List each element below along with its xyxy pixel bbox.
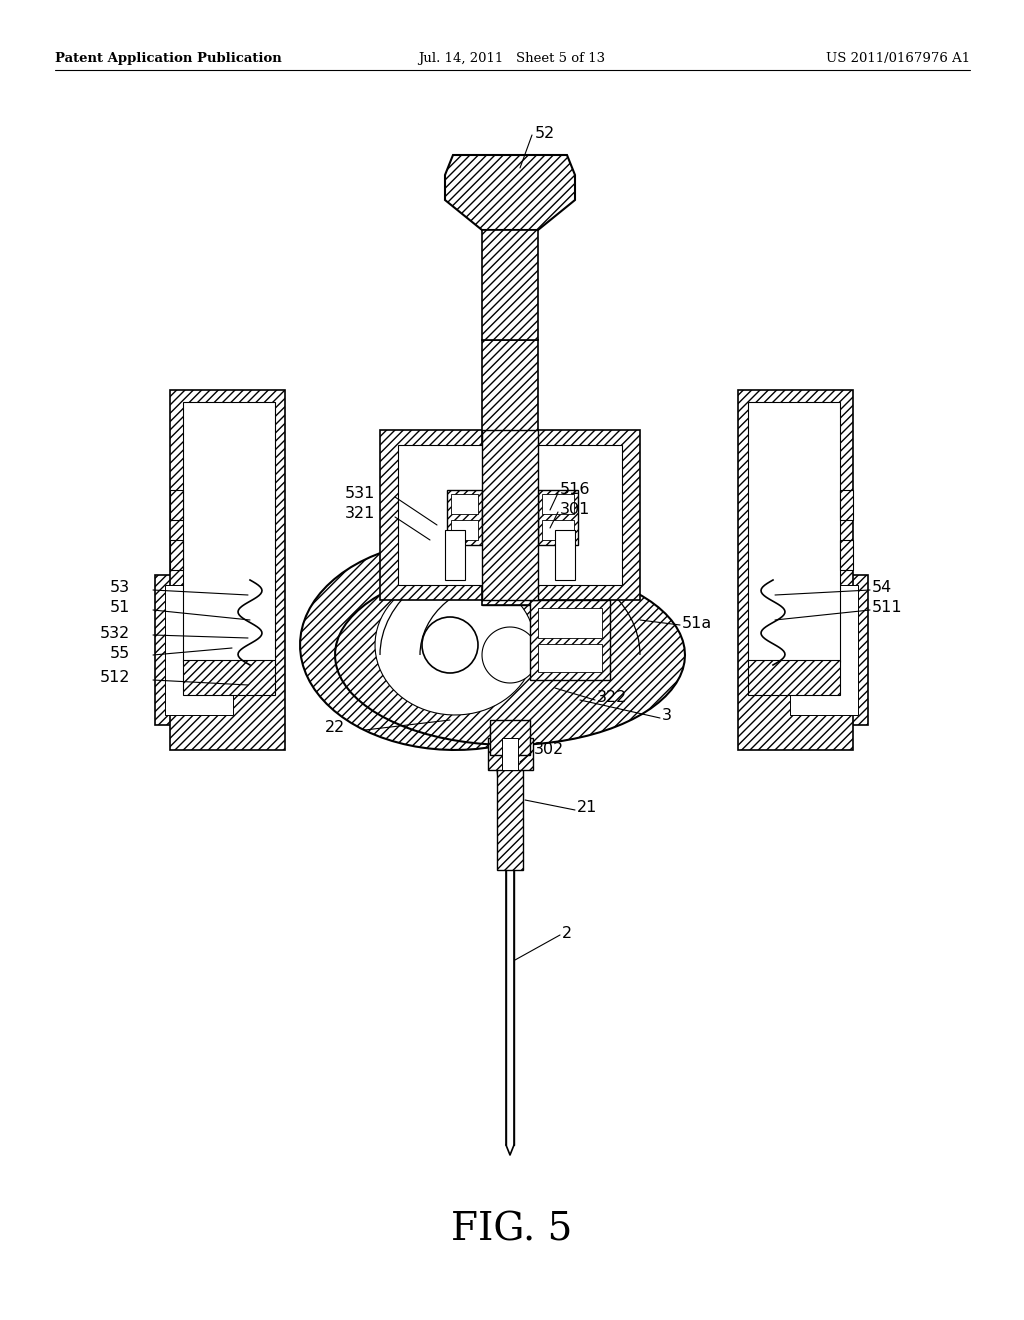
Text: 512: 512: [99, 671, 130, 685]
Polygon shape: [482, 341, 538, 605]
Polygon shape: [502, 738, 518, 770]
Text: 54: 54: [872, 581, 892, 595]
Polygon shape: [183, 403, 275, 663]
Text: 301: 301: [560, 503, 591, 517]
Polygon shape: [748, 660, 840, 696]
Text: 322: 322: [597, 690, 628, 705]
Polygon shape: [170, 540, 183, 570]
Polygon shape: [482, 627, 538, 682]
Text: 511: 511: [872, 601, 902, 615]
Polygon shape: [542, 520, 574, 540]
Polygon shape: [165, 585, 233, 715]
Text: 531: 531: [345, 487, 375, 502]
Polygon shape: [538, 644, 602, 672]
Text: Jul. 14, 2011   Sheet 5 of 13: Jul. 14, 2011 Sheet 5 of 13: [419, 51, 605, 65]
Polygon shape: [488, 738, 534, 770]
Text: 51: 51: [110, 601, 130, 615]
Polygon shape: [538, 609, 602, 638]
Text: FIG. 5: FIG. 5: [452, 1212, 572, 1249]
Polygon shape: [300, 540, 610, 750]
Polygon shape: [183, 660, 275, 696]
Polygon shape: [497, 768, 523, 870]
Text: 52: 52: [535, 125, 555, 140]
Text: 321: 321: [345, 507, 375, 521]
Polygon shape: [780, 576, 868, 725]
Text: 51a: 51a: [682, 615, 713, 631]
Polygon shape: [380, 430, 640, 601]
Circle shape: [422, 616, 478, 673]
Polygon shape: [790, 585, 858, 715]
Text: 2: 2: [562, 925, 572, 940]
Polygon shape: [542, 494, 574, 513]
Polygon shape: [555, 531, 575, 579]
Polygon shape: [840, 540, 853, 570]
Text: 21: 21: [577, 800, 597, 816]
Polygon shape: [445, 154, 575, 230]
Text: 3: 3: [662, 709, 672, 723]
Polygon shape: [447, 490, 482, 545]
Polygon shape: [398, 445, 622, 585]
Polygon shape: [482, 230, 538, 341]
Polygon shape: [155, 576, 243, 725]
Text: 302: 302: [534, 742, 564, 758]
Text: US 2011/0167976 A1: US 2011/0167976 A1: [826, 51, 970, 65]
Polygon shape: [335, 565, 685, 744]
Polygon shape: [451, 520, 478, 540]
Polygon shape: [375, 576, 535, 715]
Polygon shape: [840, 490, 853, 520]
Text: 55: 55: [110, 645, 130, 660]
Text: 53: 53: [110, 581, 130, 595]
Polygon shape: [170, 389, 285, 750]
Text: 516: 516: [560, 483, 591, 498]
Text: 22: 22: [325, 721, 345, 735]
Polygon shape: [490, 719, 530, 755]
Polygon shape: [170, 490, 183, 520]
Polygon shape: [538, 490, 578, 545]
Polygon shape: [738, 389, 853, 750]
Polygon shape: [482, 576, 538, 605]
Polygon shape: [748, 403, 840, 663]
Polygon shape: [482, 430, 538, 601]
Polygon shape: [530, 601, 610, 680]
Text: 532: 532: [99, 626, 130, 640]
Text: Patent Application Publication: Patent Application Publication: [55, 51, 282, 65]
Polygon shape: [445, 531, 465, 579]
Polygon shape: [451, 494, 478, 513]
